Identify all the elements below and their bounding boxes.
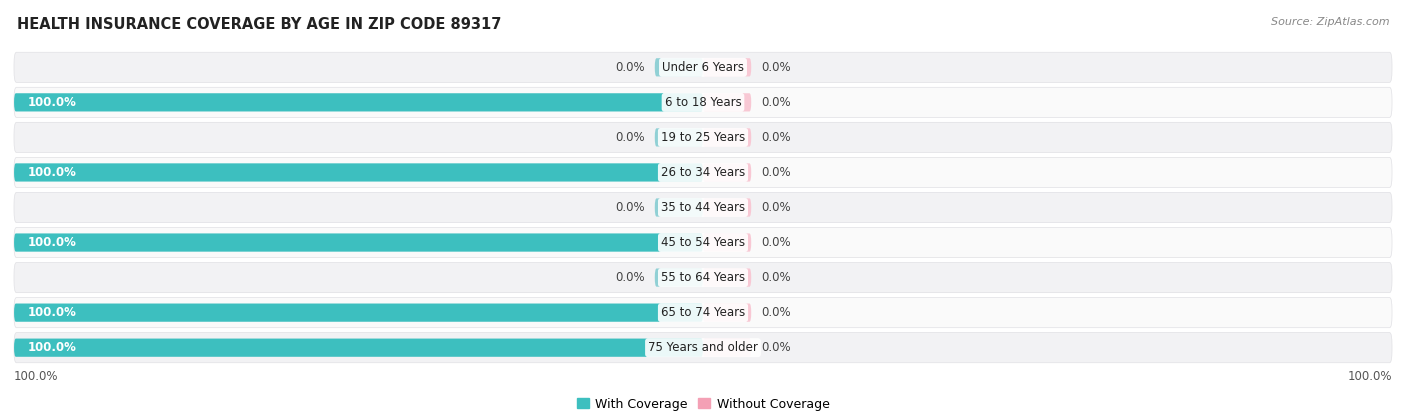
Text: 75 Years and older: 75 Years and older: [648, 341, 758, 354]
FancyBboxPatch shape: [14, 87, 1392, 117]
FancyBboxPatch shape: [703, 164, 751, 182]
Text: 0.0%: 0.0%: [762, 236, 792, 249]
FancyBboxPatch shape: [703, 339, 751, 357]
Text: 0.0%: 0.0%: [614, 131, 644, 144]
Text: Source: ZipAtlas.com: Source: ZipAtlas.com: [1271, 17, 1389, 27]
FancyBboxPatch shape: [14, 332, 1392, 363]
Text: 0.0%: 0.0%: [614, 61, 644, 74]
FancyBboxPatch shape: [14, 339, 703, 357]
Text: 45 to 54 Years: 45 to 54 Years: [661, 236, 745, 249]
Text: 26 to 34 Years: 26 to 34 Years: [661, 166, 745, 179]
FancyBboxPatch shape: [703, 269, 751, 287]
Text: 65 to 74 Years: 65 to 74 Years: [661, 306, 745, 319]
Text: 100.0%: 100.0%: [28, 306, 77, 319]
FancyBboxPatch shape: [703, 303, 751, 322]
Text: HEALTH INSURANCE COVERAGE BY AGE IN ZIP CODE 89317: HEALTH INSURANCE COVERAGE BY AGE IN ZIP …: [17, 17, 502, 32]
Text: 35 to 44 Years: 35 to 44 Years: [661, 201, 745, 214]
FancyBboxPatch shape: [14, 157, 1392, 188]
Text: Under 6 Years: Under 6 Years: [662, 61, 744, 74]
FancyBboxPatch shape: [655, 198, 703, 217]
Text: 100.0%: 100.0%: [28, 166, 77, 179]
Text: 6 to 18 Years: 6 to 18 Years: [665, 96, 741, 109]
Text: 0.0%: 0.0%: [762, 201, 792, 214]
FancyBboxPatch shape: [655, 269, 703, 287]
FancyBboxPatch shape: [14, 227, 1392, 258]
FancyBboxPatch shape: [703, 93, 751, 112]
Text: 0.0%: 0.0%: [762, 61, 792, 74]
FancyBboxPatch shape: [14, 122, 1392, 152]
FancyBboxPatch shape: [655, 128, 703, 146]
FancyBboxPatch shape: [14, 263, 1392, 293]
Text: 0.0%: 0.0%: [762, 271, 792, 284]
Text: 100.0%: 100.0%: [14, 371, 59, 383]
Text: 19 to 25 Years: 19 to 25 Years: [661, 131, 745, 144]
Text: 0.0%: 0.0%: [762, 131, 792, 144]
FancyBboxPatch shape: [703, 198, 751, 217]
Text: 0.0%: 0.0%: [762, 306, 792, 319]
FancyBboxPatch shape: [703, 128, 751, 146]
Text: 0.0%: 0.0%: [762, 96, 792, 109]
FancyBboxPatch shape: [703, 58, 751, 76]
FancyBboxPatch shape: [14, 52, 1392, 83]
Text: 100.0%: 100.0%: [1347, 371, 1392, 383]
Text: 0.0%: 0.0%: [762, 341, 792, 354]
FancyBboxPatch shape: [14, 193, 1392, 222]
Text: 0.0%: 0.0%: [614, 271, 644, 284]
Text: 0.0%: 0.0%: [614, 201, 644, 214]
Legend: With Coverage, Without Coverage: With Coverage, Without Coverage: [572, 393, 834, 415]
FancyBboxPatch shape: [14, 303, 703, 322]
Text: 100.0%: 100.0%: [28, 236, 77, 249]
Text: 0.0%: 0.0%: [762, 166, 792, 179]
Text: 100.0%: 100.0%: [28, 341, 77, 354]
FancyBboxPatch shape: [655, 58, 703, 76]
FancyBboxPatch shape: [14, 93, 703, 112]
FancyBboxPatch shape: [14, 233, 703, 251]
FancyBboxPatch shape: [14, 298, 1392, 328]
FancyBboxPatch shape: [14, 164, 703, 182]
Text: 55 to 64 Years: 55 to 64 Years: [661, 271, 745, 284]
Text: 100.0%: 100.0%: [28, 96, 77, 109]
FancyBboxPatch shape: [703, 233, 751, 251]
